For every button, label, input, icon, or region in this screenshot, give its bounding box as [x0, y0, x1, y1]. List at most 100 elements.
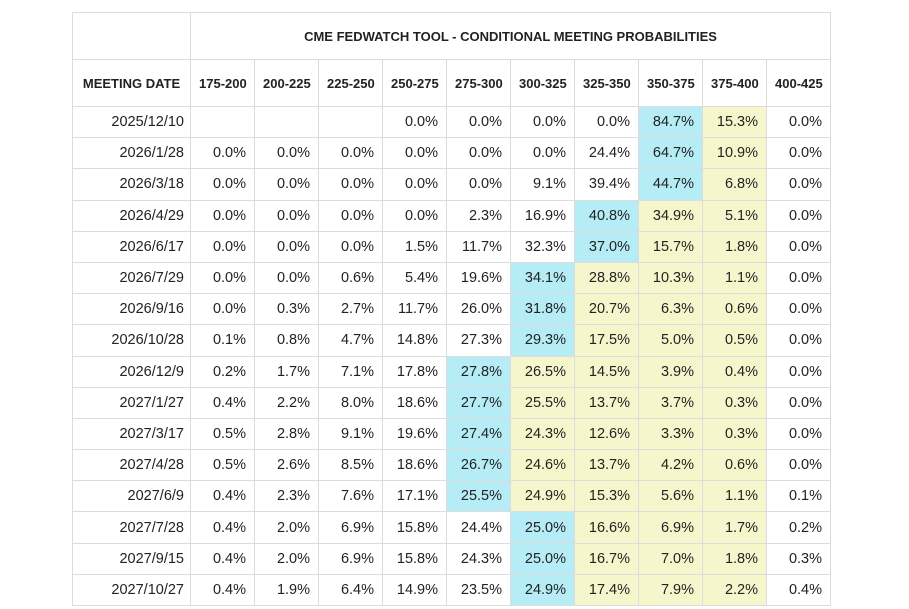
- meeting-date: 2027/9/15: [72, 542, 191, 575]
- probability-cell: 7.1%: [318, 355, 383, 388]
- table-row: 2026/6/17 0.0% 0.0% 0.0% 1.5% 11.7% 32.3% 37.0%…: [72, 230, 832, 263]
- probability-cell: 8.5%: [318, 449, 383, 482]
- probability-cell: 10.9%: [702, 137, 767, 170]
- probability-cell: 10.3%: [638, 261, 703, 295]
- probability-cell: 28.8%: [574, 261, 639, 295]
- probability-cell: 0.0%: [382, 168, 447, 201]
- probability-cell: 11.7%: [446, 230, 511, 263]
- probability-cell: 0.0%: [382, 199, 447, 232]
- probability-cell: 0.0%: [765, 293, 832, 326]
- probability-cell: 0.3%: [254, 293, 319, 326]
- probability-cell: 19.6%: [382, 417, 447, 451]
- probability-cell: 6.9%: [318, 511, 383, 544]
- probability-cell: 5.1%: [702, 199, 767, 232]
- probability-cell: 0.0%: [254, 261, 319, 295]
- probability-cell: 15.7%: [638, 230, 703, 263]
- table-row: 2027/1/27 0.4% 2.2% 8.0% 18.6% 27.7% 25.5% 13.7…: [72, 386, 832, 419]
- probability-cell: 11.7%: [382, 293, 447, 326]
- meeting-date: 2027/6/9: [72, 480, 191, 513]
- meeting-date: 2027/3/17: [72, 417, 191, 451]
- probability-cell: 2.0%: [254, 511, 319, 544]
- probability-cell: 0.0%: [446, 105, 511, 139]
- probability-cell: 0.0%: [254, 199, 319, 232]
- probability-cell: 0.6%: [702, 449, 767, 482]
- probability-cell: 19.6%: [446, 261, 511, 295]
- probability-cell: 0.0%: [510, 137, 575, 170]
- table-row: 2027/7/28 0.4% 2.0% 6.9% 15.8% 24.4% 25.0% 16.6…: [72, 511, 832, 544]
- probability-cell: 5.0%: [638, 324, 703, 357]
- column-header: 275-300: [446, 59, 511, 107]
- table-row: 2027/3/17 0.5% 2.8% 9.1% 19.6% 27.4% 24.3% 12.6…: [72, 417, 832, 451]
- table-row: 2027/4/28 0.5% 2.6% 8.5% 18.6% 26.7% 24.6% 13.7…: [72, 449, 832, 482]
- probability-cell: 0.3%: [702, 386, 767, 419]
- probability-cell: 4.2%: [638, 449, 703, 482]
- probability-cell: 0.0%: [765, 199, 832, 232]
- probability-cell: 26.0%: [446, 293, 511, 326]
- probability-cell: 31.8%: [510, 293, 575, 326]
- table-row: 2027/9/15 0.4% 2.0% 6.9% 15.8% 24.3% 25.0% 16.7…: [72, 542, 832, 575]
- probability-cell: 1.1%: [702, 480, 767, 513]
- column-header: 250-275: [382, 59, 447, 107]
- probability-cell: 2.3%: [446, 199, 511, 232]
- table-row: 2026/1/28 0.0% 0.0% 0.0% 0.0% 0.0% 0.0% 24.4% 64…: [72, 137, 832, 170]
- probability-cell: 0.0%: [254, 230, 319, 263]
- probability-cell: 44.7%: [638, 168, 703, 201]
- probability-cell: 12.6%: [574, 417, 639, 451]
- corner-cell: [72, 12, 191, 60]
- probability-cell: 24.4%: [574, 137, 639, 170]
- probability-cell: 15.3%: [702, 105, 767, 139]
- meeting-date: 2025/12/10: [72, 105, 191, 139]
- probability-cell: 1.1%: [702, 261, 767, 295]
- probability-cell: 24.3%: [510, 417, 575, 451]
- column-header: 225-250: [318, 59, 383, 107]
- probability-cell: 0.0%: [446, 137, 511, 170]
- probability-cell: 0.6%: [702, 293, 767, 326]
- probability-cell: 25.0%: [510, 511, 575, 544]
- probability-cell: 9.1%: [318, 417, 383, 451]
- probability-cell: 0.2%: [190, 355, 255, 388]
- probability-cell: 16.6%: [574, 511, 639, 544]
- probability-cell: 18.6%: [382, 386, 447, 419]
- probability-cell: 0.8%: [254, 324, 319, 357]
- probability-cell: 0.0%: [765, 324, 832, 357]
- probability-cell: 0.4%: [190, 480, 255, 513]
- probability-cell: 0.0%: [510, 105, 575, 139]
- probability-cell: 24.9%: [510, 480, 575, 513]
- title-row: CME FEDWATCH TOOL - CONDITIONAL MEETING …: [72, 12, 832, 60]
- probability-cell: 2.3%: [254, 480, 319, 513]
- probability-cell: 34.9%: [638, 199, 703, 232]
- probability-cell: 24.4%: [446, 511, 511, 544]
- probability-cell: 3.3%: [638, 417, 703, 451]
- meeting-date: 2026/12/9: [72, 355, 191, 388]
- probability-cell: 0.4%: [190, 542, 255, 575]
- probability-cell: 2.0%: [254, 542, 319, 575]
- probability-cell: 24.3%: [446, 542, 511, 575]
- probability-cell: 6.9%: [638, 511, 703, 544]
- probability-cell: 17.1%: [382, 480, 447, 513]
- probability-cell: 0.4%: [702, 355, 767, 388]
- probability-cell: 14.5%: [574, 355, 639, 388]
- column-header: 325-350: [574, 59, 639, 107]
- probability-cell: 23.5%: [446, 573, 511, 607]
- probability-cell: 6.8%: [702, 168, 767, 201]
- probability-cell: 0.0%: [765, 105, 832, 139]
- probability-cell: 0.4%: [765, 573, 832, 607]
- probability-cell: 5.4%: [382, 261, 447, 295]
- meeting-date: 2026/1/28: [72, 137, 191, 170]
- probability-cell: 0.1%: [765, 480, 832, 513]
- probability-cell: 3.7%: [638, 386, 703, 419]
- probability-cell: 16.7%: [574, 542, 639, 575]
- probability-cell: 6.9%: [318, 542, 383, 575]
- probability-cell: 64.7%: [638, 137, 703, 170]
- probability-cell: 25.5%: [446, 480, 511, 513]
- table-row: 2027/6/9 0.4% 2.3% 7.6% 17.1% 25.5% 24.9% 15.3%…: [72, 480, 832, 513]
- meeting-date: 2026/9/16: [72, 293, 191, 326]
- probability-cell: [190, 105, 255, 139]
- column-header: 400-425: [765, 59, 832, 107]
- probability-cell: 2.2%: [254, 386, 319, 419]
- probability-cell: 4.7%: [318, 324, 383, 357]
- probability-cell: 17.4%: [574, 573, 639, 607]
- probability-cell: 0.5%: [702, 324, 767, 357]
- probability-cell: 84.7%: [638, 105, 703, 139]
